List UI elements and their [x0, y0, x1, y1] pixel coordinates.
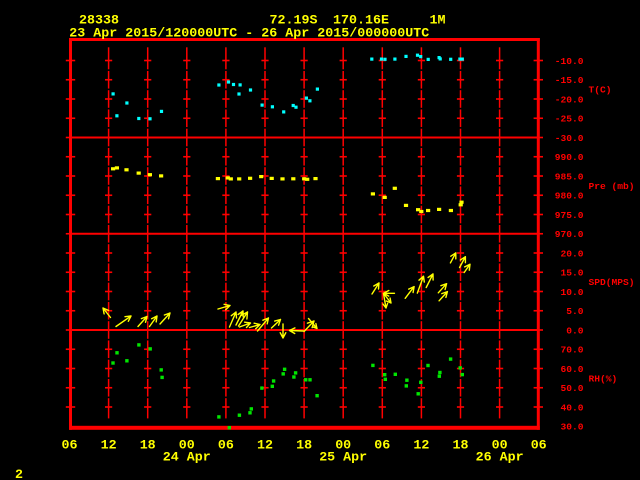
svg-text:20.0: 20.0	[560, 248, 583, 259]
svg-text:70.0: 70.0	[560, 345, 583, 356]
svg-text:06: 06	[62, 438, 78, 453]
svg-text:00: 00	[335, 438, 351, 453]
svg-text:-20.0: -20.0	[555, 94, 584, 105]
svg-text:-25.0: -25.0	[555, 114, 584, 125]
svg-text:Pre (mb): Pre (mb)	[589, 181, 635, 192]
svg-text:26 Apr: 26 Apr	[476, 450, 524, 465]
svg-text:975.0: 975.0	[555, 210, 584, 221]
svg-text:24 Apr: 24 Apr	[163, 450, 211, 465]
svg-text:1M: 1M	[430, 14, 446, 29]
svg-text:18: 18	[296, 438, 312, 453]
svg-text:170.16E: 170.16E	[333, 14, 389, 29]
svg-text:12: 12	[101, 438, 117, 453]
svg-text:28338: 28338	[79, 14, 119, 29]
svg-text:15.0: 15.0	[560, 268, 583, 279]
svg-text:40.0: 40.0	[560, 402, 583, 413]
svg-text:06: 06	[218, 438, 234, 453]
svg-text:06: 06	[374, 438, 390, 453]
svg-text:72.19S: 72.19S	[270, 14, 318, 29]
svg-text:18: 18	[453, 438, 469, 453]
svg-text:2: 2	[15, 468, 23, 480]
svg-text:SPD(MPS): SPD(MPS)	[589, 277, 635, 288]
svg-text:980.0: 980.0	[555, 191, 584, 202]
svg-text:06: 06	[531, 438, 547, 453]
svg-text:0.0: 0.0	[566, 325, 584, 336]
svg-text:970.0: 970.0	[555, 229, 584, 240]
svg-text:990.0: 990.0	[555, 152, 584, 163]
svg-text:RH(%): RH(%)	[589, 373, 618, 384]
svg-text:10.0: 10.0	[560, 287, 583, 298]
svg-text:5.0: 5.0	[566, 306, 584, 317]
svg-text:30.0: 30.0	[560, 422, 583, 433]
svg-text:12: 12	[413, 438, 429, 453]
svg-text:23 Apr 2015/120000UTC - 26 Apr: 23 Apr 2015/120000UTC - 26 Apr 2015/0000…	[69, 26, 429, 41]
svg-text:50.0: 50.0	[560, 383, 583, 394]
svg-text:00: 00	[179, 438, 195, 453]
svg-text:985.0: 985.0	[555, 171, 584, 182]
svg-text:18: 18	[140, 438, 156, 453]
svg-text:-15.0: -15.0	[555, 75, 584, 86]
svg-text:60.0: 60.0	[560, 364, 583, 375]
svg-text:25 Apr: 25 Apr	[319, 450, 367, 465]
svg-text:-10.0: -10.0	[555, 56, 584, 67]
svg-text:00: 00	[492, 438, 508, 453]
svg-text:T(C): T(C)	[589, 85, 612, 96]
svg-text:-30.0: -30.0	[555, 133, 584, 144]
svg-text:12: 12	[257, 438, 273, 453]
